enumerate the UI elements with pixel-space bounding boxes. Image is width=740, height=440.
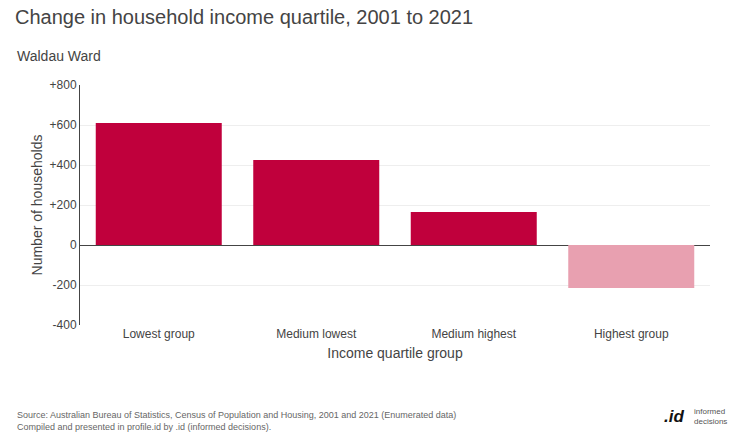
svg-text:+400: +400 [50, 158, 77, 172]
svg-text:Lowest group: Lowest group [123, 327, 195, 341]
svg-text:Income quartile group: Income quartile group [327, 345, 463, 361]
svg-text:Highest group: Highest group [594, 327, 669, 341]
svg-text:informeddecisions: informeddecisions [694, 407, 727, 426]
svg-text:0: 0 [70, 238, 77, 252]
svg-text:+200: +200 [50, 198, 77, 212]
svg-text:-400: -400 [53, 318, 77, 332]
svg-text:Change in household income qua: Change in household income quartile, 200… [15, 6, 473, 28]
svg-text:+600: +600 [50, 118, 77, 132]
svg-text:-200: -200 [53, 278, 77, 292]
svg-text:Medium highest: Medium highest [431, 327, 516, 341]
svg-text:Source: Australian Bureau of S: Source: Australian Bureau of Statistics,… [17, 410, 456, 432]
svg-text:.id: .id [664, 407, 684, 426]
svg-text:Medium lowest: Medium lowest [276, 327, 357, 341]
svg-text:Number of households: Number of households [29, 135, 45, 276]
svg-text:+800: +800 [50, 78, 77, 92]
svg-text:Waldau Ward: Waldau Ward [17, 48, 101, 64]
